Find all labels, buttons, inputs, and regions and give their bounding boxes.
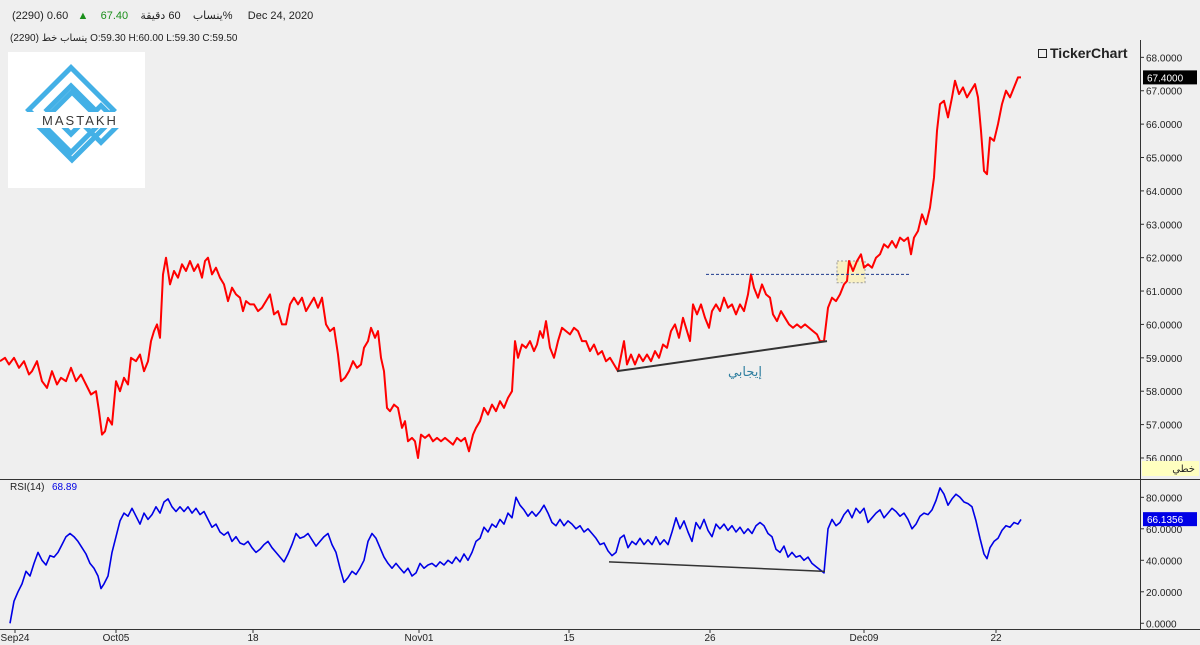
change-percent: 0.60% xyxy=(46,10,233,22)
price-ytick-label: 61.0000 xyxy=(1146,287,1183,298)
rsi-ytick-label: 0.0000 xyxy=(1146,619,1177,630)
xtick-label: 15 xyxy=(563,633,575,644)
xtick-label: 18 xyxy=(247,633,259,644)
price-series-line xyxy=(0,76,1021,459)
brand-icon xyxy=(1038,48,1047,58)
xtick-label: Dec09 xyxy=(850,633,879,644)
header-line-2: (2290) ينساب خط O:59.30 H:60.00 L:59.30 … xyxy=(10,33,237,44)
xtick-label: Nov01 xyxy=(405,633,434,644)
price-ytick-label: 68.0000 xyxy=(1146,53,1183,64)
brand-watermark: TickerChart xyxy=(1038,45,1128,61)
divergence-label: إيجابي xyxy=(728,364,762,379)
xtick-label: 26 xyxy=(704,633,716,644)
rsi-series-line xyxy=(9,487,1022,624)
price-ytick-label: 67.0000 xyxy=(1146,87,1183,98)
xtick-label: Oct05 xyxy=(103,633,130,644)
interval-label[interactable]: 60 دقيقة xyxy=(140,10,181,22)
logo: MASTAKH xyxy=(8,52,145,188)
rsi-title: RSI(14) xyxy=(10,482,44,493)
scale-label-bg xyxy=(1142,461,1199,476)
logo-mark-icon: MASTAKH xyxy=(25,64,134,164)
quote-date: Dec 24, 2020 xyxy=(247,10,314,22)
chart-frame xyxy=(0,40,1200,630)
price-trendline xyxy=(616,340,828,373)
price-ytick-label: 57.0000 xyxy=(1146,421,1183,432)
price-ytick-label: 60.0000 xyxy=(1146,320,1183,331)
price-ytick-label: 63.0000 xyxy=(1146,220,1183,231)
header-line-1: (2290) ينساب 60 دقيقة 67.40 ▲ 0.60% Dec … xyxy=(12,9,313,22)
rsi-ytick-label: 20.0000 xyxy=(1146,588,1183,599)
rsi-trendline xyxy=(608,561,826,573)
up-arrow-icon: ▲ xyxy=(77,10,89,22)
rsi-last-value-bg xyxy=(1143,512,1197,527)
brand-text: TickerChart xyxy=(1050,45,1128,61)
last-price: 67.40 xyxy=(100,10,129,22)
scale-label: خطي xyxy=(1172,464,1195,475)
price-ytick-label: 66.0000 xyxy=(1146,120,1183,131)
xtick-label: Sep24 xyxy=(1,633,30,644)
price-ytick-label: 62.0000 xyxy=(1146,254,1183,265)
price-ytick-label: 65.0000 xyxy=(1146,154,1183,165)
price-ytick-label: 58.0000 xyxy=(1146,387,1183,398)
rsi-ytick-label: 80.0000 xyxy=(1146,493,1183,504)
price-ytick-label: 56.0000 xyxy=(1146,454,1183,465)
xtick-label: 22 xyxy=(990,633,1002,644)
price-last-value-bg xyxy=(1143,70,1197,85)
price-ytick-label: 59.0000 xyxy=(1146,354,1183,365)
ohlc-readout: (2290) ينساب خط O:59.30 H:60.00 L:59.30 … xyxy=(10,33,238,44)
breakout-box xyxy=(836,260,866,284)
logo-text: MASTAKH xyxy=(42,113,118,128)
price-panel: إيجابي xyxy=(0,76,1021,459)
rsi-last-value: 66.1356 xyxy=(1147,515,1184,526)
rsi-ytick-label: 60.0000 xyxy=(1146,525,1183,536)
rsi-panel: RSI(14) 68.89 xyxy=(9,482,1022,624)
rsi-ytick-label: 40.0000 xyxy=(1146,556,1183,567)
rsi-current-value: 68.89 xyxy=(52,482,77,493)
symbol-name: (2290) ينساب xyxy=(12,10,223,22)
price-last-value: 67.4000 xyxy=(1147,73,1184,84)
price-ytick-label: 64.0000 xyxy=(1146,187,1183,198)
axes: 68.0000 67.0000 66.0000 65.0000 64.0000 63.00… xyxy=(1,53,1199,644)
